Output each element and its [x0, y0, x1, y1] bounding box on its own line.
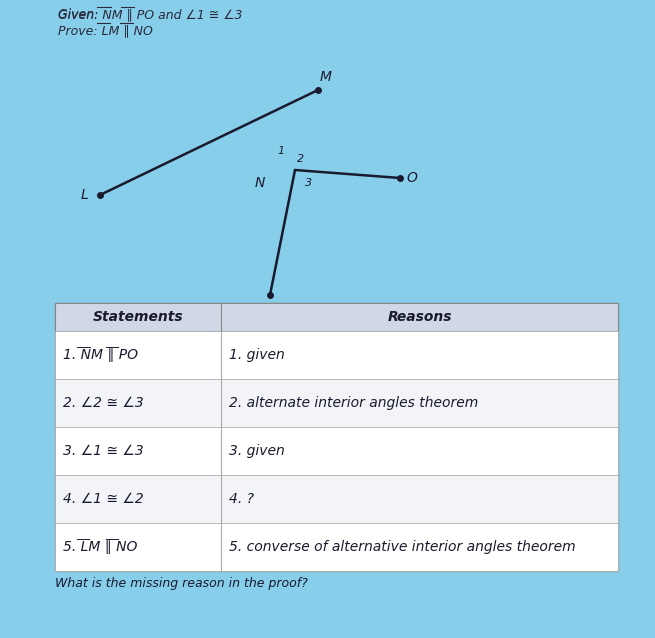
Bar [55, 303, 618, 571]
Text: 1: 1 [278, 146, 285, 156]
Text: What is the missing reason in the proof?: What is the missing reason in the proof? [55, 577, 308, 590]
Text: O: O [406, 171, 417, 185]
Text: 2: 2 [297, 154, 304, 164]
Bar [55, 475, 618, 523]
Text: 4. ?: 4. ? [229, 492, 254, 506]
Text: 4. ∠1 ≅ ∠2: 4. ∠1 ≅ ∠2 [63, 492, 143, 506]
Bar [55, 379, 618, 427]
Text: 1. given: 1. given [229, 348, 285, 362]
Text: 5. LM ∥ NO: 5. LM ∥ NO [63, 540, 138, 554]
Text: N: N [255, 176, 265, 190]
Text: P: P [262, 303, 270, 317]
Text: Given:: Given: [58, 8, 102, 21]
Bar [55, 427, 618, 475]
Text: 1. NM ∥ PO: 1. NM ∥ PO [63, 348, 138, 362]
Bar [55, 523, 618, 571]
Text: Prove: LM ∥ NO: Prove: LM ∥ NO [58, 24, 153, 37]
Text: 2. alternate interior angles theorem: 2. alternate interior angles theorem [229, 396, 478, 410]
Text: 3. given: 3. given [229, 444, 285, 458]
Text: 3. ∠1 ≅ ∠3: 3. ∠1 ≅ ∠3 [63, 444, 143, 458]
Text: Statements: Statements [93, 310, 183, 324]
Bar [55, 331, 618, 379]
Text: 3: 3 [305, 178, 312, 188]
Text: Given: NM ∥ PO and ∠1 ≅ ∠3: Given: NM ∥ PO and ∠1 ≅ ∠3 [58, 8, 242, 21]
Text: 5. converse of alternative interior angles theorem: 5. converse of alternative interior angl… [229, 540, 576, 554]
Text: M: M [320, 70, 332, 84]
Text: Reasons: Reasons [387, 310, 452, 324]
Text: 2. ∠2 ≅ ∠3: 2. ∠2 ≅ ∠3 [63, 396, 143, 410]
Bar [55, 303, 618, 331]
Text: L: L [81, 188, 88, 202]
